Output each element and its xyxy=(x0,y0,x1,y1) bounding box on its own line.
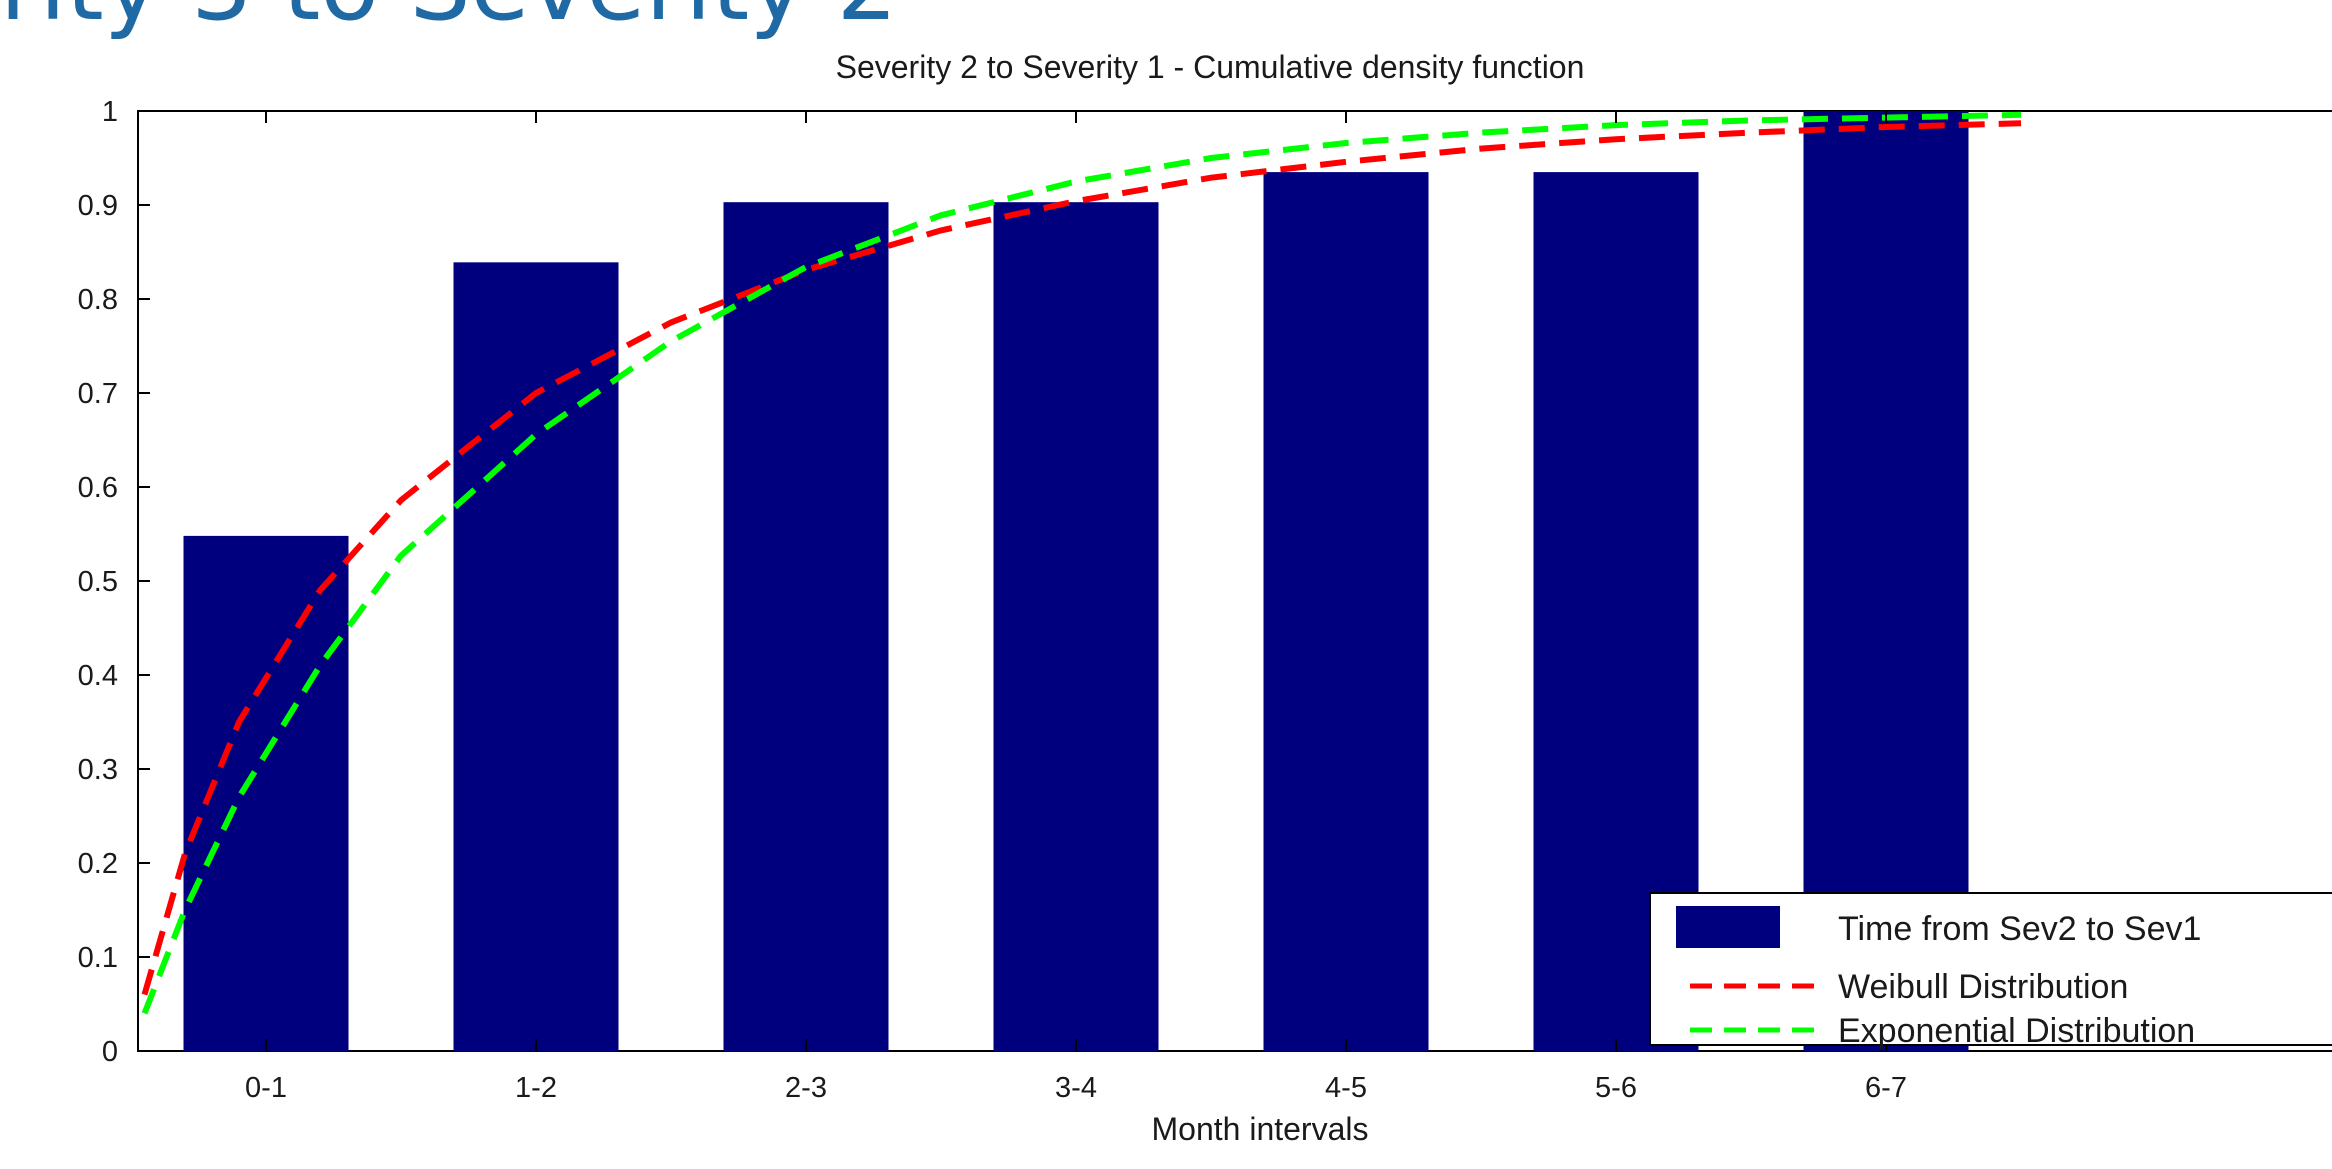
y-tick-label: 0.5 xyxy=(78,566,118,598)
y-tick-label: 0.9 xyxy=(78,190,118,222)
legend-label-bars: Time from Sev2 to Sev1 xyxy=(1838,910,2201,948)
chart-title: Severity 2 to Severity 1 - Cumulative de… xyxy=(836,49,1585,85)
bar-4-5 xyxy=(1263,172,1429,1052)
x-tick-label-6-7: 6-7 xyxy=(1865,1072,1907,1104)
x-tick-label-1-2: 1-2 xyxy=(515,1072,557,1104)
y-tick-label: 0.7 xyxy=(78,378,118,410)
bar-2-3 xyxy=(723,202,889,1051)
slide-title: rity 3 to Severity 2 xyxy=(0,0,898,34)
x-tick-label-0-1: 0-1 xyxy=(245,1072,287,1104)
legend-swatch-bars xyxy=(1676,906,1780,948)
legend: Time from Sev2 to Sev1 Weibull Distribut… xyxy=(1649,892,2332,1050)
x-axis-label: Month intervals xyxy=(1152,1111,1369,1147)
legend-label-weibull: Weibull Distribution xyxy=(1838,968,2128,1006)
legend-label-exponential: Exponential Distribution xyxy=(1838,1012,2195,1050)
x-tick-label-3-4: 3-4 xyxy=(1055,1072,1097,1104)
y-tick-label: 0.2 xyxy=(78,848,118,880)
exponential-curve xyxy=(141,111,2022,1015)
x-tick-label-5-6: 5-6 xyxy=(1595,1072,1637,1104)
x-tick-label-4-5: 4-5 xyxy=(1325,1072,1367,1104)
bar-3-4 xyxy=(993,202,1159,1051)
y-tick-label: 0.3 xyxy=(78,754,118,786)
y-tick-label: 0.8 xyxy=(78,284,118,316)
x-tick-label-2-3: 2-3 xyxy=(785,1072,827,1104)
bar-1-2 xyxy=(453,262,619,1052)
y-tick-label: 1 xyxy=(102,96,118,128)
y-tick-label: 0.6 xyxy=(78,472,118,504)
y-tick-label: 0.4 xyxy=(78,660,118,692)
y-tick-label: 0.1 xyxy=(78,942,118,974)
weibull-curve xyxy=(141,120,2022,996)
y-tick-label: 0 xyxy=(102,1036,118,1068)
